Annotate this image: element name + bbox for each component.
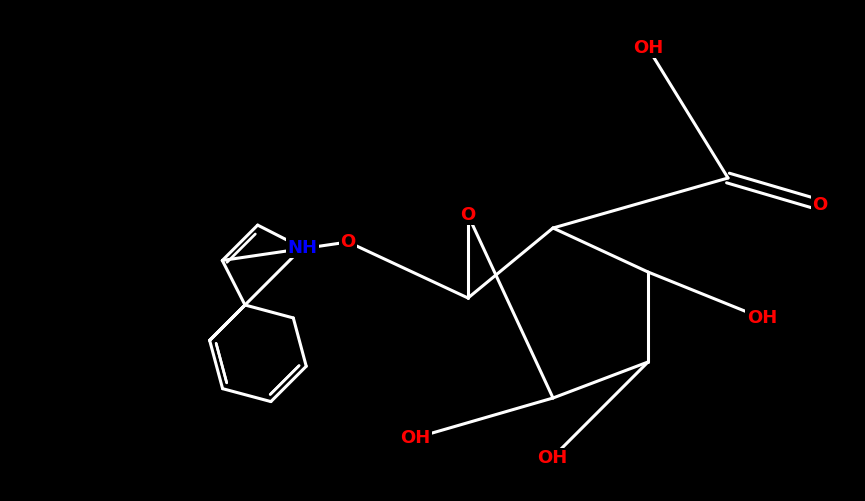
Text: O: O: [340, 233, 356, 251]
Text: OH: OH: [746, 309, 777, 327]
Text: OH: OH: [633, 39, 663, 57]
Text: O: O: [812, 196, 828, 214]
Text: NH: NH: [287, 239, 317, 257]
Text: OH: OH: [400, 429, 430, 447]
Text: OH: OH: [537, 449, 567, 467]
Text: O: O: [460, 206, 476, 224]
